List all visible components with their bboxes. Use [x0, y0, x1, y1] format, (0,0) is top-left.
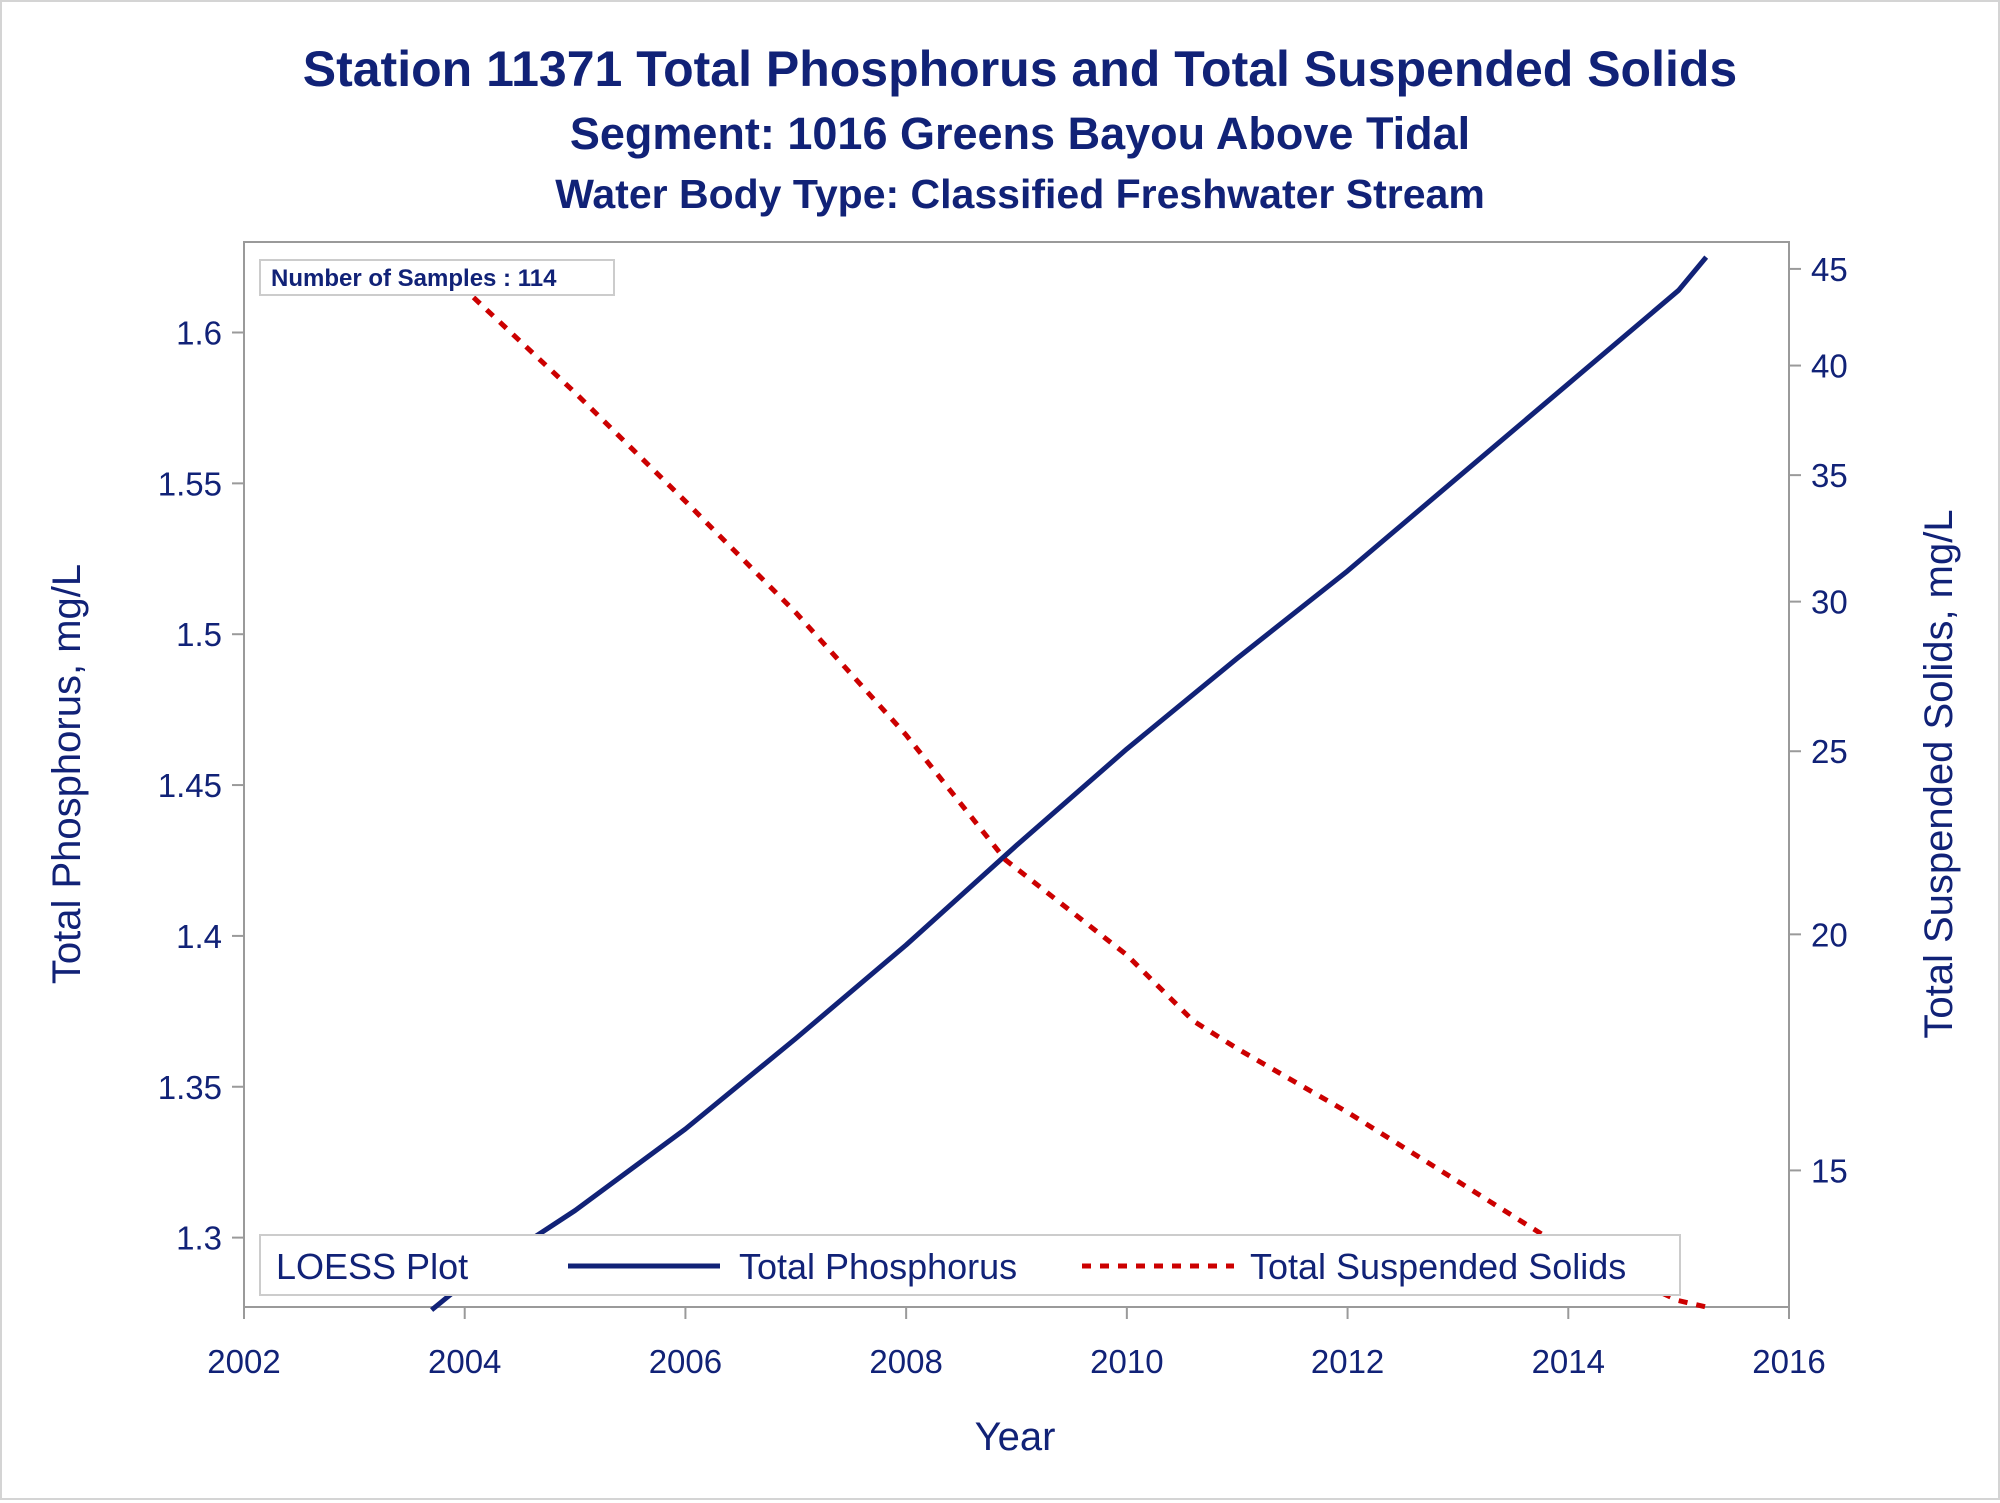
- y-left-tick-label: 1.55: [158, 465, 222, 502]
- legend-label-tss: Total Suspended Solids: [1250, 1246, 1626, 1287]
- y-left-tick-label: 1.4: [176, 918, 222, 955]
- x-tick-label: 2004: [428, 1343, 501, 1380]
- x-axis: 2002 2004 2006 2008 2010 2012 2014 2016: [207, 1307, 1826, 1380]
- series-line-total-suspended-solids: [430, 261, 1707, 1310]
- y-axis-left-label: Total Phosphorus, mg/L: [45, 564, 89, 984]
- chart-subtitle: Segment: 1016 Greens Bayou Above Tidal: [570, 108, 1470, 159]
- y-axis-left: 1.3 1.35 1.4 1.45 1.5 1.55 1.6: [158, 315, 244, 1257]
- y-left-tick-label: 1.5: [176, 616, 222, 653]
- sample-count-box: [259, 259, 615, 296]
- y-right-tick-label: 30: [1811, 584, 1848, 621]
- x-tick-label: 2008: [869, 1343, 942, 1380]
- y-right-tick-label: 15: [1811, 1152, 1848, 1189]
- y-right-tick-label: 25: [1811, 733, 1848, 770]
- x-axis-label: Year: [975, 1415, 1056, 1459]
- y-right-tick-label: 45: [1811, 251, 1848, 288]
- y-axis-right: 15 20 25 30 35 40 45: [1789, 251, 1848, 1189]
- legend: LOESS Plot Total Phosphorus Total Suspen…: [259, 1234, 1681, 1296]
- y-left-tick-label: 1.3: [176, 1220, 222, 1257]
- y-right-tick-label: 40: [1811, 348, 1848, 385]
- x-tick-label: 2002: [207, 1343, 280, 1380]
- chart-title: Station 11371 Total Phosphorus and Total…: [303, 41, 1737, 97]
- series-line-total-phosphorus: [430, 255, 1709, 1312]
- x-tick-label: 2016: [1752, 1343, 1825, 1380]
- sample-count-inset: Number of Samples : 114: [259, 259, 615, 296]
- plot-area: [243, 241, 1790, 1308]
- x-tick-label: 2006: [649, 1343, 722, 1380]
- y-left-tick-label: 1.6: [176, 315, 222, 352]
- x-tick-label: 2014: [1532, 1343, 1605, 1380]
- y-axis-right-label: Total Suspended Solids, mg/L: [1917, 509, 1961, 1038]
- legend-label-phosphorus: Total Phosphorus: [739, 1246, 1017, 1287]
- legend-title: LOESS Plot: [276, 1246, 468, 1287]
- legend-box: [259, 1234, 1681, 1296]
- x-tick-label: 2010: [1090, 1343, 1163, 1380]
- chart-subtitle-2: Water Body Type: Classified Freshwater S…: [555, 171, 1485, 217]
- y-left-tick-label: 1.45: [158, 767, 222, 804]
- y-right-tick-label: 20: [1811, 916, 1848, 953]
- y-left-tick-label: 1.35: [158, 1069, 222, 1106]
- series-layer: [430, 255, 1709, 1312]
- x-tick-label: 2012: [1311, 1343, 1384, 1380]
- y-right-tick-label: 35: [1811, 457, 1848, 494]
- sample-count-text: Number of Samples : 114: [271, 265, 557, 292]
